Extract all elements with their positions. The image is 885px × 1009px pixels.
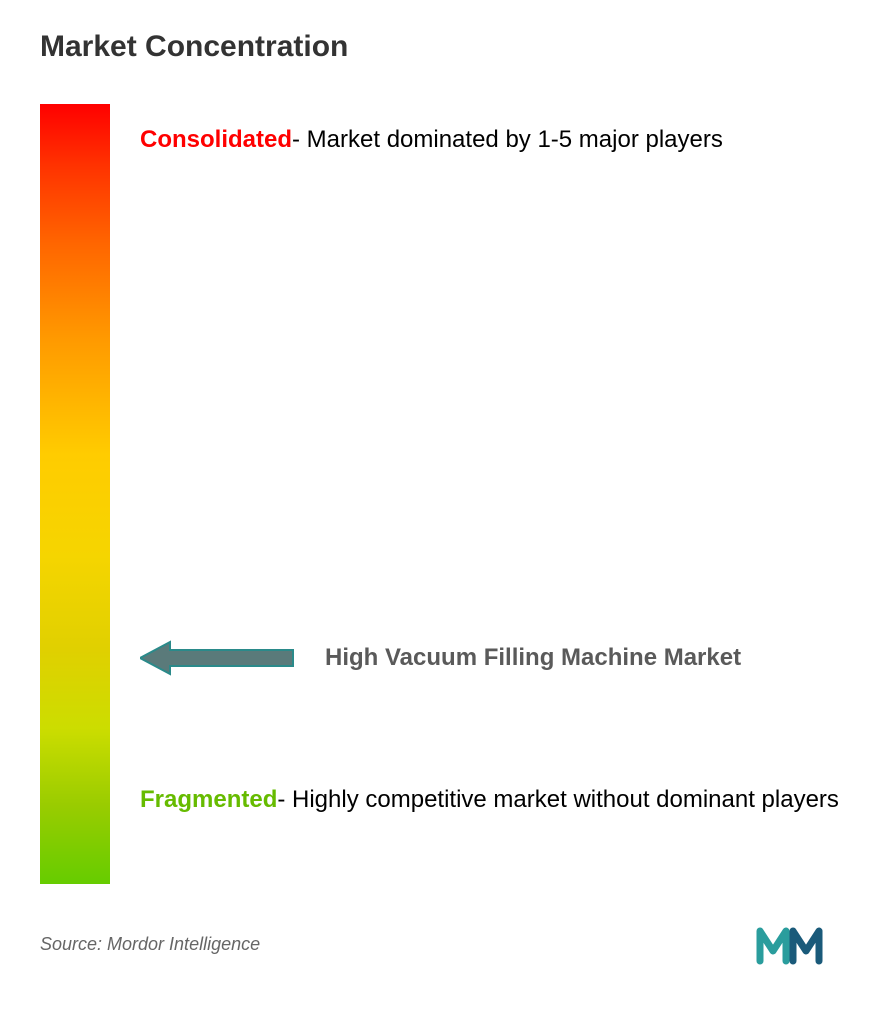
consolidated-label: Consolidated- Market dominated by 1-5 ma… <box>140 114 723 167</box>
fragmented-keyword: Fragmented <box>140 786 277 813</box>
labels-container: Consolidated- Market dominated by 1-5 ma… <box>140 104 845 884</box>
consolidated-description: - Market dominated by 1-5 major players <box>292 126 723 153</box>
chart-content: Consolidated- Market dominated by 1-5 ma… <box>40 104 845 884</box>
arrow-icon <box>140 639 295 677</box>
footer: Source: Mordor Intelligence <box>40 919 845 969</box>
mordor-logo <box>755 919 845 969</box>
source-attribution: Source: Mordor Intelligence <box>40 934 260 955</box>
consolidated-keyword: Consolidated <box>140 126 292 153</box>
fragmented-description: - Highly competitive market without domi… <box>277 786 839 813</box>
page-title: Market Concentration <box>40 30 845 64</box>
concentration-gradient-bar <box>40 104 110 884</box>
market-name: High Vacuum Filling Machine Market <box>325 640 741 676</box>
market-indicator: High Vacuum Filling Machine Market <box>140 639 741 677</box>
fragmented-label: Fragmented- Highly competitive market wi… <box>140 774 839 827</box>
